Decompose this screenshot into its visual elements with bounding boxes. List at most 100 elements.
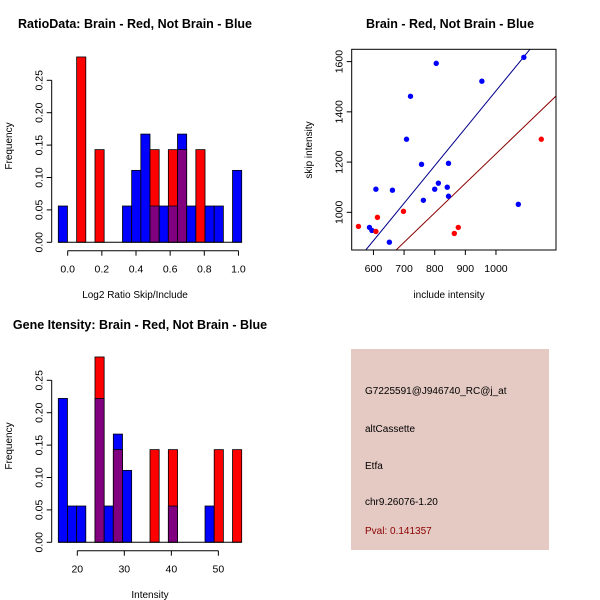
scatter-xlabel: include intensity: [413, 290, 484, 301]
bar-not-brain: [131, 169, 142, 243]
pval: Pval: 0.141357: [365, 526, 432, 537]
bar-overlap: [167, 205, 178, 243]
not-brain-point: [444, 184, 450, 190]
y-tick-label: 0.20: [34, 102, 46, 123]
bar-not-brain: [140, 133, 151, 243]
y-tick-label: 1000: [334, 200, 346, 224]
x-tick-label: 0.0: [60, 264, 75, 276]
scatter-plot-area: [355, 49, 557, 250]
y-tick-label: 1400: [334, 100, 346, 124]
bar-brain: [149, 449, 160, 543]
x-tick-label: 20: [71, 564, 83, 576]
brain-point: [374, 214, 381, 221]
gene-histogram-ylabel: Frequency: [4, 422, 15, 469]
bar-brain: [213, 449, 224, 543]
x-tick-label: 600: [365, 263, 383, 275]
y-tick-label: 0.20: [34, 402, 46, 423]
y-tick-label: 0.10: [34, 167, 46, 188]
bar-not-brain: [213, 205, 224, 243]
not-brain-point: [435, 180, 442, 186]
bar-not-brain: [204, 205, 215, 243]
y-tick-label: 1600: [334, 50, 346, 74]
bar-not-brain: [76, 505, 87, 543]
brain-point: [355, 223, 362, 230]
not-brain-point: [433, 60, 439, 67]
bar-not-brain: [57, 398, 68, 543]
intensity-scatter: Brain - Red, Not Brain - Blue include in…: [304, 17, 557, 301]
not-brain-point: [407, 93, 414, 99]
x-tick-label: 0.4: [129, 264, 144, 276]
bar-overlap: [94, 398, 105, 543]
y-tick-label: 0.15: [34, 435, 46, 456]
y-tick-label: 0.25: [34, 70, 46, 91]
not-brain-point: [479, 78, 485, 84]
bar-not-brain: [204, 505, 215, 543]
y-tick-label: 0.00: [34, 532, 46, 553]
bar-brain: [232, 449, 243, 543]
bar-not-brain: [122, 205, 133, 243]
x-tick-label: 1000: [484, 263, 508, 275]
y-tick-label: 0.10: [34, 467, 46, 488]
brain-point: [538, 136, 544, 142]
not-brain-point: [403, 136, 410, 142]
not-brain-point: [373, 186, 379, 192]
not-brain-point: [418, 161, 425, 168]
probe-id: G7225591@J946740_RC@j_at: [365, 386, 507, 397]
gene-intensity-histogram: Gene Itensity: Brain - Red, Not Brain - …: [4, 318, 267, 600]
bar-brain: [195, 149, 206, 243]
y-tick-label: 0.05: [34, 500, 46, 521]
y-tick-label: 0.15: [34, 135, 46, 156]
plot-box: [351, 48, 557, 251]
not-brain-point: [420, 197, 427, 203]
x-tick-label: 700: [395, 263, 413, 275]
bar-not-brain: [57, 205, 68, 243]
bar-not-brain: [122, 469, 133, 543]
not-brain-point: [432, 186, 438, 192]
bar-overlap: [149, 205, 160, 243]
not-brain-fit-line: [365, 49, 531, 250]
bar-overlap: [177, 149, 188, 243]
ratio-histogram: RatioData: Brain - Red, Not Brain - Blue…: [4, 17, 252, 301]
scatter-ylabel: skip intensity: [304, 121, 315, 178]
y-tick-label: 0.25: [34, 370, 46, 391]
y-tick-label: 0.05: [34, 200, 46, 221]
brain-point: [400, 208, 407, 215]
ratio-histogram-ylabel: Frequency: [4, 122, 15, 169]
not-brain-point: [445, 160, 452, 167]
x-tick-label: 30: [118, 564, 130, 576]
genomic-location: chr9.26076-1.20: [365, 497, 438, 508]
gene-histogram-xlabel: Intensity: [131, 590, 168, 600]
gene-histogram-title: Gene Itensity: Brain - Red, Not Brain - …: [13, 318, 267, 332]
brain-fit-line: [395, 95, 557, 250]
x-tick-label: 0.6: [163, 264, 178, 276]
brain-point: [451, 230, 458, 237]
brain-point: [455, 224, 461, 231]
y-tick-label: 0.00: [34, 232, 46, 253]
x-tick-label: 40: [166, 564, 178, 576]
bar-not-brain: [103, 505, 114, 543]
x-tick-label: 1.0: [231, 264, 246, 276]
x-tick-label: 50: [213, 564, 225, 576]
not-brain-point: [515, 201, 522, 207]
x-tick-label: 0.8: [197, 264, 212, 276]
event-type: altCassette: [365, 424, 416, 435]
bar-brain: [76, 56, 87, 243]
x-tick-label: 900: [457, 263, 475, 275]
x-tick-label: 800: [426, 263, 444, 275]
not-brain-point: [521, 54, 527, 61]
y-tick-label: 1200: [334, 150, 346, 174]
bar-not-brain: [67, 505, 78, 543]
ratio-histogram-title: RatioData: Brain - Red, Not Brain - Blue: [18, 17, 252, 31]
bar-overlap: [112, 449, 123, 543]
bar-not-brain: [232, 169, 243, 243]
scatter-title: Brain - Red, Not Brain - Blue: [366, 17, 534, 31]
gene-name: Etfa: [365, 461, 383, 472]
ratio-histogram-xlabel: Log2 Ratio Skip/Include: [82, 290, 188, 301]
bar-not-brain: [186, 205, 197, 243]
info-panel: G7225591@J946740_RC@j_at altCassette Etf…: [351, 349, 549, 550]
brain-point: [373, 228, 379, 235]
not-brain-point: [389, 187, 396, 193]
bar-overlap: [167, 505, 178, 543]
